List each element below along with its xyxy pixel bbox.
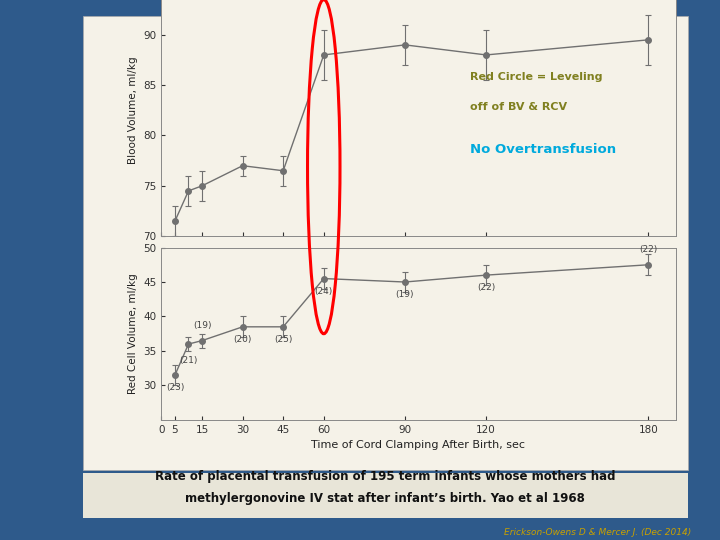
Text: Rate of placental transfusion of 195 term infants whose mothers had: Rate of placental transfusion of 195 ter… bbox=[155, 470, 616, 483]
Text: Red Circle = Leveling: Red Circle = Leveling bbox=[470, 72, 603, 82]
Text: (21): (21) bbox=[179, 356, 198, 366]
Text: (20): (20) bbox=[233, 335, 252, 344]
Text: methylergonovine IV stat after infant’s birth. Yao et al 1968: methylergonovine IV stat after infant’s … bbox=[185, 491, 585, 505]
Text: No Overtransfusion: No Overtransfusion bbox=[470, 143, 616, 156]
Text: (25): (25) bbox=[274, 335, 292, 344]
Text: (22): (22) bbox=[477, 284, 495, 292]
Y-axis label: Red Cell Volume, ml/kg: Red Cell Volume, ml/kg bbox=[127, 273, 138, 394]
Y-axis label: Blood Volume, ml/kg: Blood Volume, ml/kg bbox=[127, 57, 138, 164]
Text: (23): (23) bbox=[166, 383, 184, 392]
Text: (19): (19) bbox=[193, 321, 211, 330]
X-axis label: Time of Cord Clamping After Birth, sec: Time of Cord Clamping After Birth, sec bbox=[312, 440, 526, 450]
Text: (24): (24) bbox=[315, 287, 333, 296]
Text: Erickson-Owens D & Mercer J. (Dec 2014): Erickson-Owens D & Mercer J. (Dec 2014) bbox=[504, 528, 691, 537]
Text: (19): (19) bbox=[396, 290, 414, 299]
Text: off of BV & RCV: off of BV & RCV bbox=[470, 102, 567, 112]
Text: (22): (22) bbox=[639, 245, 657, 254]
